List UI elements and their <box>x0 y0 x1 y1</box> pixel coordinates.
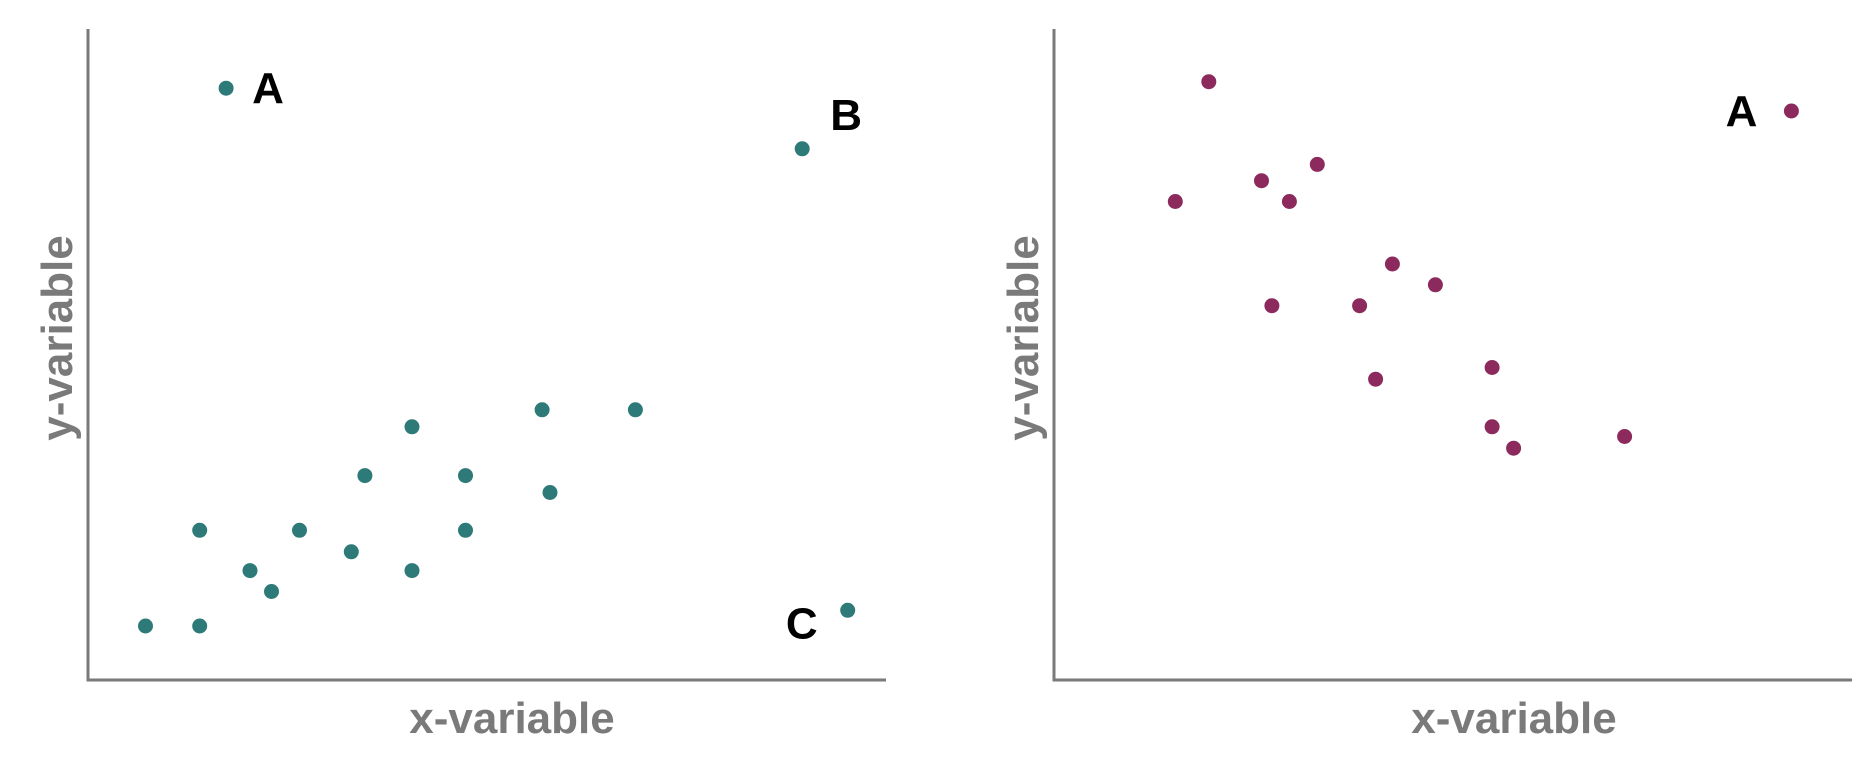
point-label-a: A <box>1726 87 1758 136</box>
scatter-point <box>404 419 420 435</box>
scatter-point <box>794 141 810 157</box>
scatter-point <box>1384 256 1400 272</box>
scatter-point <box>840 602 856 618</box>
point-label-c: C <box>786 599 818 648</box>
scatter-point <box>458 468 473 484</box>
scatter-points <box>1167 74 1799 456</box>
point-labels: A B C <box>252 64 862 648</box>
scatter-point <box>1783 103 1799 119</box>
scatter-point <box>627 402 643 418</box>
scatter-point <box>1309 156 1325 172</box>
scatter-point <box>192 522 208 538</box>
scatter-point <box>1167 194 1183 209</box>
scatter-point <box>1506 440 1522 456</box>
scatter-point <box>192 618 208 634</box>
scatter-point <box>292 522 307 538</box>
x-axis-label: x-variable <box>1411 694 1616 743</box>
scatter-point <box>1281 194 1297 209</box>
scatter-point <box>1352 298 1368 314</box>
scatter-point <box>534 402 550 418</box>
scatter-point <box>404 563 420 579</box>
y-axis-label: y-variable <box>999 235 1048 440</box>
y-axis-label: y-variable <box>33 235 82 440</box>
scatter-points <box>138 80 856 634</box>
scatter-point <box>357 468 373 484</box>
scatter-point <box>1254 173 1269 189</box>
scatter-point <box>1201 74 1217 90</box>
scatter-point <box>1368 371 1384 387</box>
scatter-point <box>1264 298 1280 314</box>
scatter-point <box>1617 429 1633 444</box>
scatter-point <box>138 618 153 634</box>
scatter-point <box>542 485 558 500</box>
point-label-b: B <box>830 91 862 140</box>
scatter-point <box>1484 360 1500 375</box>
scatter-point <box>218 80 234 96</box>
scatter-point <box>242 563 258 579</box>
point-labels: A <box>1726 87 1758 136</box>
point-label-a: A <box>252 64 284 113</box>
scatter-point <box>1484 419 1500 435</box>
scatter-point <box>458 522 473 538</box>
x-axis-label: x-variable <box>409 694 614 743</box>
scatter-panel-right: x-variable y-variable A <box>999 29 1852 743</box>
scatter-point <box>264 584 279 599</box>
scatter-point <box>1427 277 1443 293</box>
scatter-point <box>343 544 359 560</box>
scatter-panel-left: x-variable y-variable A B C <box>33 29 886 743</box>
